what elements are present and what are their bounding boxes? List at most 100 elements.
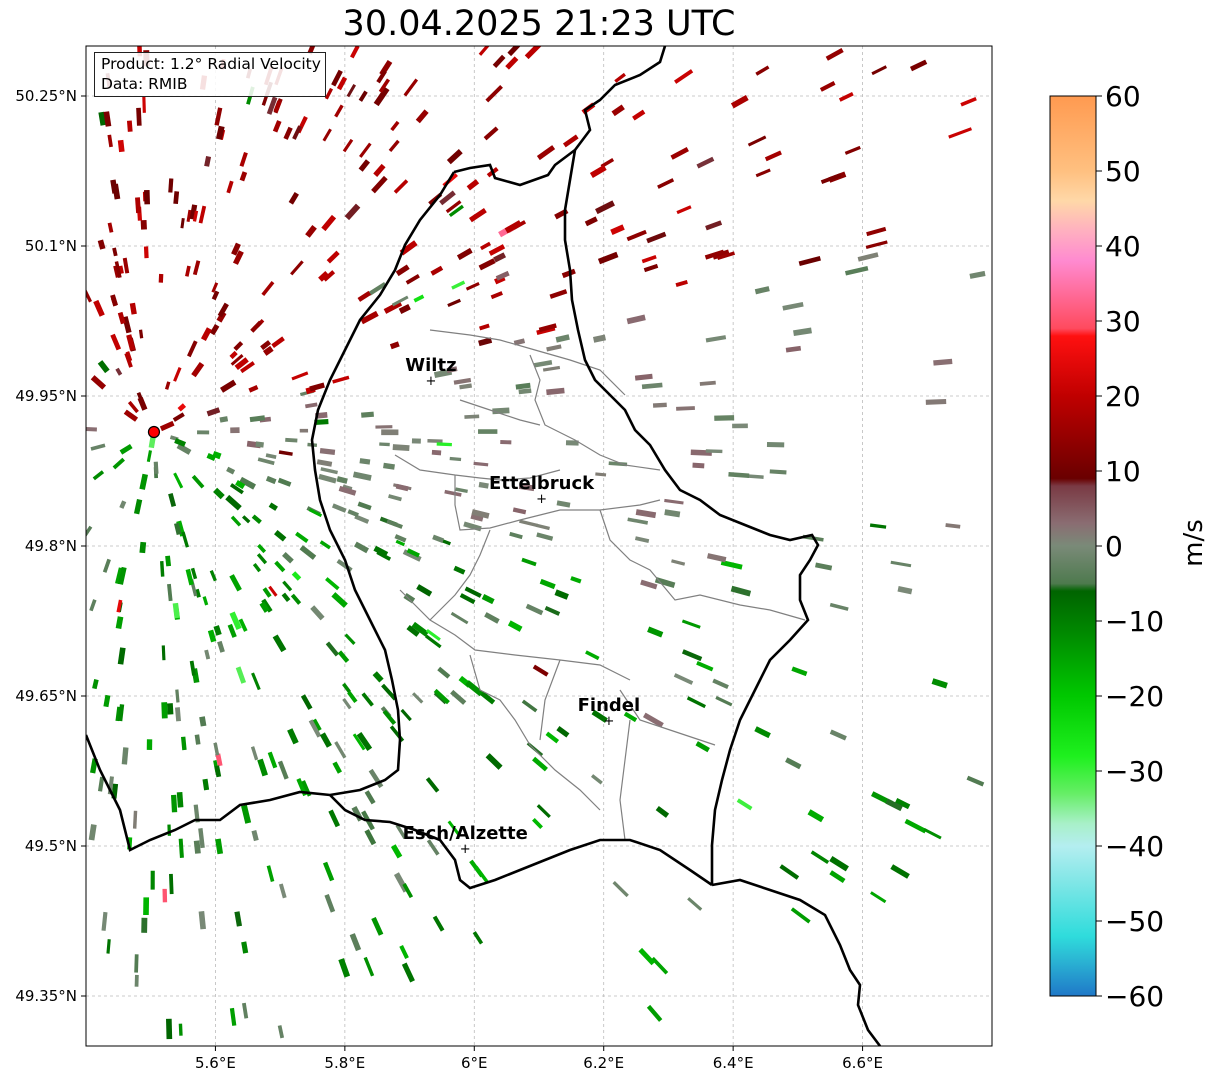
radar-echo-cell xyxy=(871,65,887,76)
radar-echo-cell xyxy=(634,373,653,381)
radar-echo-cell xyxy=(325,577,340,591)
lon-tick-label: 6.6°E xyxy=(842,1054,883,1072)
radar-echo-cell xyxy=(838,92,854,102)
radar-echo-cell xyxy=(209,570,217,582)
radar-echo-cell xyxy=(283,126,293,140)
radar-echo-cell xyxy=(209,324,220,336)
radar-echo-cell xyxy=(755,168,771,178)
radar-echo-cell xyxy=(359,458,371,465)
radar-echo-cell xyxy=(288,192,299,205)
radar-echo-cell xyxy=(505,56,519,70)
radar-echo-cell xyxy=(654,577,676,588)
radar-echo-cell xyxy=(88,824,97,841)
radar-echo-cell xyxy=(116,599,123,613)
radar-echo-cell xyxy=(193,804,200,823)
radar-echo-cell xyxy=(507,46,523,57)
radar-echo-cell xyxy=(336,476,348,484)
colorbar-tick-label: 20 xyxy=(1105,380,1141,413)
city-label: Ettelbruck xyxy=(489,473,595,494)
radar-echo-cell xyxy=(696,661,714,672)
radar-echo-cell xyxy=(232,250,244,265)
radar-echo-cell xyxy=(675,280,688,287)
radar-echo-cell xyxy=(307,46,316,55)
radar-echo-cell xyxy=(135,197,141,214)
radar-echo-cell xyxy=(206,452,217,462)
radar-echo-cell xyxy=(262,587,272,598)
radar-echo-cell xyxy=(766,442,785,448)
radar-echo-cell xyxy=(465,680,484,697)
colorbar-tick-label: −40 xyxy=(1105,830,1164,863)
radar-echo-cell xyxy=(478,258,496,271)
colorbar-tick-label: 40 xyxy=(1105,230,1141,263)
radar-echo-cell xyxy=(692,462,705,469)
radar-echo-cell xyxy=(308,719,322,738)
radar-echo-cell xyxy=(730,94,749,109)
radar-echo-cell xyxy=(185,568,194,586)
radar-echo-cell xyxy=(635,509,657,519)
radar-echo-cell xyxy=(447,298,461,308)
radar-echo-cell xyxy=(308,508,323,518)
radar-echo-cell xyxy=(257,758,268,777)
city-label: Wiltz xyxy=(405,355,456,376)
radar-echo-cell xyxy=(319,448,336,455)
radar-echo-cell xyxy=(360,310,379,325)
radar-echo-cell xyxy=(612,881,629,898)
radar-echo-cell xyxy=(592,334,607,343)
radar-echo-cell xyxy=(314,419,329,425)
country-border-france-luxembourg xyxy=(329,794,713,890)
radar-echo-cell xyxy=(322,128,332,142)
radar-echo-cell xyxy=(546,387,565,396)
radar-echo-cell xyxy=(427,439,443,443)
city-marker: + xyxy=(536,492,547,507)
radar-echo-cell xyxy=(213,487,225,500)
radar-echo-cell xyxy=(376,550,392,561)
radar-echo-cell xyxy=(869,523,887,529)
radar-echo-cell xyxy=(332,375,350,384)
product-info-box: Product: 1.2° Radial Velocity Data: RMIB xyxy=(94,52,326,97)
lat-tick-label: 49.35°N xyxy=(15,987,77,1005)
radar-echo-cell xyxy=(372,671,384,683)
radar-echo-cell xyxy=(346,83,357,98)
radar-echo-cell xyxy=(634,536,650,543)
radar-echo-cell xyxy=(123,409,139,422)
radar-echo-cell xyxy=(897,585,913,595)
radar-echo-cell xyxy=(474,865,490,884)
radar-echo-cell xyxy=(164,381,171,390)
radar-echo-cell xyxy=(167,583,173,602)
city-label: Findel xyxy=(578,695,641,716)
boundary-layer xyxy=(86,46,882,1046)
radar-echo-cell xyxy=(175,689,180,703)
radar-echo-cell xyxy=(546,344,562,352)
radar-echo-cell xyxy=(153,461,159,474)
colorbar-tick-label: −10 xyxy=(1105,605,1164,638)
radar-echo-cell xyxy=(295,531,309,543)
radar-echo-cell xyxy=(168,493,177,507)
radar-echo-cell xyxy=(189,660,196,676)
radar-echo-cell xyxy=(291,371,309,381)
radar-echo-cell xyxy=(305,402,318,409)
radar-echo-cell xyxy=(169,873,174,895)
radar-echo-cell xyxy=(485,84,503,103)
radar-echo-cell xyxy=(229,483,244,495)
radar-echo-cell xyxy=(226,466,236,475)
radar-echo-cell xyxy=(200,327,212,341)
radar-echo-cell xyxy=(292,125,302,140)
radar-echo-cell xyxy=(234,911,243,927)
lon-tick-label: 5.8°E xyxy=(324,1054,365,1072)
radar-echo-cell xyxy=(290,593,302,605)
radar-echo-cell xyxy=(215,753,223,767)
radar-echo-cell xyxy=(235,666,247,684)
radar-echo-cell xyxy=(450,611,469,625)
radar-echo-cell xyxy=(132,810,138,829)
radar-echo-cell xyxy=(238,618,248,632)
radar-echo-cell xyxy=(449,456,462,462)
radar-echo-cell xyxy=(425,634,442,649)
radar-echo-cell xyxy=(180,217,185,229)
radar-echo-cell xyxy=(229,574,242,592)
lon-tick-label: 5.6°E xyxy=(195,1054,236,1072)
colorbar-tick-label: −50 xyxy=(1105,905,1164,938)
radar-echo-cell xyxy=(904,818,927,834)
radar-echo-cell xyxy=(160,561,165,577)
radar-echo-cell xyxy=(705,335,727,343)
radar-echo-cell xyxy=(103,111,112,127)
